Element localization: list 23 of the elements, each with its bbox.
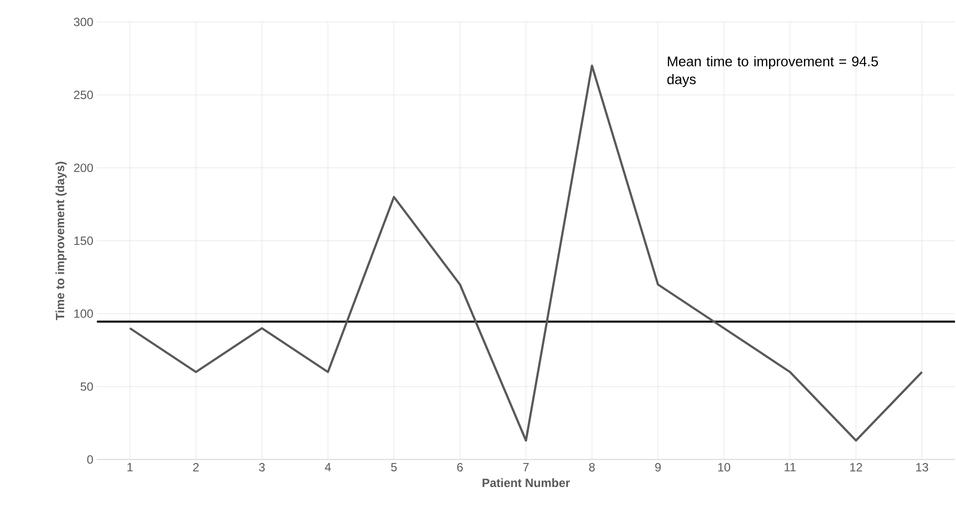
x-tick-label: 6: [457, 462, 463, 472]
y-tick-label: 250: [74, 90, 93, 99]
x-tick-label: 7: [523, 462, 529, 472]
x-tick-label: 4: [324, 462, 331, 472]
y-axis-title: Time to improvement (days): [56, 162, 67, 320]
annotation: Mean time to improvement = 94.5 days: [667, 56, 878, 87]
x-tick-label: 13: [916, 462, 928, 472]
x-tick-label: 8: [589, 462, 595, 472]
x-tick-label: 9: [655, 462, 661, 472]
y-tick-label: 100: [74, 309, 93, 318]
x-axis-title: Patient Number: [482, 478, 570, 487]
x-tick-label: 3: [259, 462, 265, 472]
x-tick-label: 10: [718, 462, 730, 472]
x-tick-label: 12: [850, 462, 862, 472]
y-tick-label: 200: [74, 163, 93, 172]
y-tick-label: 300: [74, 18, 93, 26]
y-tick-label: 150: [74, 236, 93, 245]
y-tick-label: 50: [80, 382, 93, 391]
x-tick-label: 2: [193, 462, 199, 472]
y-tick-label: 0: [87, 455, 93, 464]
x-tick-label: 5: [391, 462, 397, 472]
x-tick-label: 1: [128, 462, 133, 472]
x-tick-label: 11: [784, 462, 796, 472]
